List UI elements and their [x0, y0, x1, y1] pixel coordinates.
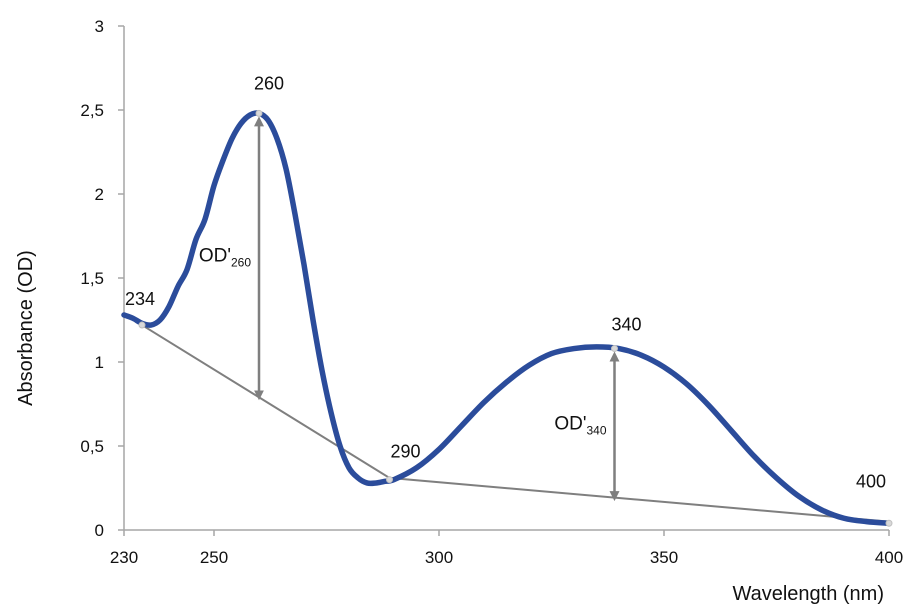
x-tick-label: 350 — [650, 548, 678, 567]
y-tick-label: 3 — [95, 17, 104, 36]
point-label: 234 — [125, 289, 155, 309]
y-tick-label: 1,5 — [80, 269, 104, 288]
y-tick-label: 2,5 — [80, 101, 104, 120]
x-tick-label: 250 — [200, 548, 228, 567]
point-label: 260 — [254, 73, 284, 93]
y-tick-label: 2 — [95, 185, 104, 204]
x-tick-label: 400 — [875, 548, 903, 567]
od-label-main: OD' — [554, 413, 586, 434]
y-ticks: 0 0,5 1 1,5 2 2,5 3 — [80, 17, 124, 540]
x-tick-label: 230 — [110, 548, 138, 567]
y-axis-title: Absorbance (OD) — [15, 250, 37, 406]
point-marker — [885, 519, 893, 527]
baseline-line — [141, 324, 890, 523]
od-label-subscript: 260 — [231, 255, 251, 269]
point-label: 290 — [390, 442, 420, 462]
od-label-main: OD' — [199, 245, 231, 266]
absorbance-series-line — [121, 110, 892, 527]
point-label: 400 — [856, 471, 886, 491]
x-axis-title: Wavelength (nm) — [732, 583, 884, 605]
point-marker — [611, 345, 618, 353]
x-ticks: 230 250 300 350 400 — [110, 530, 903, 567]
y-tick-label: 0,5 — [80, 437, 104, 456]
y-tick-label: 0 — [95, 521, 104, 540]
point-marker — [386, 476, 393, 484]
point-label: 340 — [611, 315, 641, 335]
point-marker — [138, 321, 146, 329]
od-label: OD'260 — [199, 245, 251, 269]
point-labels: 234 260 290 340 400 — [125, 73, 886, 491]
y-tick-label: 1 — [95, 353, 104, 372]
x-tick-label: 300 — [425, 548, 453, 567]
od-label-subscript: 340 — [586, 423, 606, 437]
point-marker — [255, 109, 263, 117]
axes — [123, 26, 889, 531]
od-label: OD'340 — [554, 413, 606, 437]
point-markers — [138, 109, 893, 527]
